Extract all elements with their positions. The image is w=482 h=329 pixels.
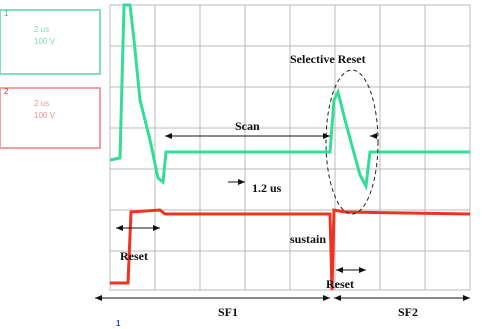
channel-number: 1 (4, 9, 9, 18)
channel-scale: 2 us (34, 25, 49, 34)
channel-number: 2 (4, 87, 9, 96)
channel-volts: 100 V (34, 111, 56, 120)
channel-volts: 100 V (34, 37, 56, 46)
annotation: sustain (290, 232, 326, 246)
trigger-marker: 1 (116, 319, 121, 328)
annotation: SF2 (398, 305, 418, 319)
annotation: Reset (120, 249, 148, 263)
annotation: Selective Reset (290, 52, 366, 66)
annotation: Reset (326, 277, 354, 291)
oscilloscope-screen: 1 2 us 100 V 2 2 us 100 V Selective Rese… (0, 0, 482, 329)
annotation: SF1 (218, 305, 238, 319)
channel-scale: 2 us (34, 99, 49, 108)
annotation: 1.2 us (252, 181, 282, 195)
annotation: Scan (235, 119, 260, 133)
scope-grid (110, 5, 470, 290)
